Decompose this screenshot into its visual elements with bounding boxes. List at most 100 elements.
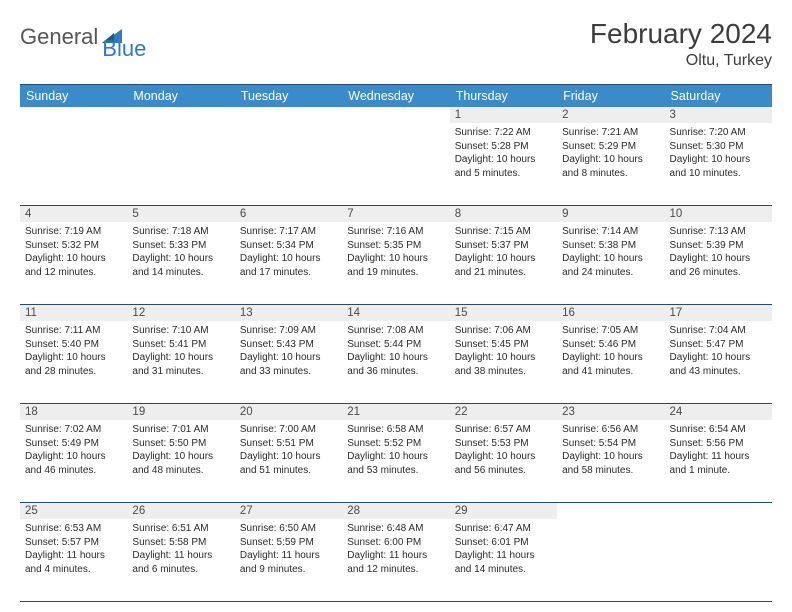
day-cell: Sunrise: 7:21 AMSunset: 5:29 PMDaylight:…: [557, 123, 664, 205]
daylight-text: Daylight: 10 hours and 8 minutes.: [562, 153, 659, 180]
daylight-text: Daylight: 10 hours and 21 minutes.: [455, 252, 552, 279]
daylight-text: Daylight: 10 hours and 14 minutes.: [132, 252, 229, 279]
week-row: Sunrise: 7:19 AMSunset: 5:32 PMDaylight:…: [20, 222, 772, 305]
day-number: [557, 503, 664, 519]
logo-text-gray: General: [20, 24, 98, 50]
daylight-text: Daylight: 10 hours and 56 minutes.: [455, 450, 552, 477]
sunrise-text: Sunrise: 7:16 AM: [347, 225, 444, 239]
sunset-text: Sunset: 5:45 PM: [455, 338, 552, 352]
day-cell: Sunrise: 7:16 AMSunset: 5:35 PMDaylight:…: [342, 222, 449, 304]
sunrise-text: Sunrise: 6:51 AM: [132, 522, 229, 536]
sunrise-text: Sunrise: 6:56 AM: [562, 423, 659, 437]
day-number: 2: [557, 107, 664, 123]
day-cell: Sunrise: 7:18 AMSunset: 5:33 PMDaylight:…: [127, 222, 234, 304]
day-cell: Sunrise: 7:20 AMSunset: 5:30 PMDaylight:…: [665, 123, 772, 205]
day-number: 15: [450, 305, 557, 321]
day-cell: Sunrise: 7:01 AMSunset: 5:50 PMDaylight:…: [127, 420, 234, 502]
day-number: 10: [665, 206, 772, 222]
daylight-text: Daylight: 11 hours and 6 minutes.: [132, 549, 229, 576]
sunrise-text: Sunrise: 7:20 AM: [670, 126, 767, 140]
sunset-text: Sunset: 5:33 PM: [132, 239, 229, 253]
day-number-row: 2526272829: [20, 503, 772, 519]
day-number: 17: [665, 305, 772, 321]
sunrise-text: Sunrise: 7:04 AM: [670, 324, 767, 338]
day-number: 3: [665, 107, 772, 123]
daylight-text: Daylight: 11 hours and 4 minutes.: [25, 549, 122, 576]
daylight-text: Daylight: 10 hours and 19 minutes.: [347, 252, 444, 279]
daylight-text: Daylight: 10 hours and 26 minutes.: [670, 252, 767, 279]
day-number: 22: [450, 404, 557, 420]
day-cell: Sunrise: 6:54 AMSunset: 5:56 PMDaylight:…: [665, 420, 772, 502]
sunset-text: Sunset: 5:30 PM: [670, 140, 767, 154]
day-cell: Sunrise: 6:50 AMSunset: 5:59 PMDaylight:…: [235, 519, 342, 601]
sunrise-text: Sunrise: 7:17 AM: [240, 225, 337, 239]
day-number: 4: [20, 206, 127, 222]
day-number: 16: [557, 305, 664, 321]
sunrise-text: Sunrise: 7:02 AM: [25, 423, 122, 437]
calendar: SundayMondayTuesdayWednesdayThursdayFrid…: [20, 84, 772, 602]
weeks-container: 123Sunrise: 7:22 AMSunset: 5:28 PMDaylig…: [20, 107, 772, 602]
sunrise-text: Sunrise: 7:08 AM: [347, 324, 444, 338]
sunrise-text: Sunrise: 7:10 AM: [132, 324, 229, 338]
daylight-text: Daylight: 10 hours and 12 minutes.: [25, 252, 122, 279]
sunset-text: Sunset: 5:59 PM: [240, 536, 337, 550]
day-number: 8: [450, 206, 557, 222]
day-number-row: 123: [20, 107, 772, 123]
sunset-text: Sunset: 5:50 PM: [132, 437, 229, 451]
sunset-text: Sunset: 5:38 PM: [562, 239, 659, 253]
daylight-text: Daylight: 11 hours and 14 minutes.: [455, 549, 552, 576]
sunrise-text: Sunrise: 7:05 AM: [562, 324, 659, 338]
day-header: Wednesday: [342, 85, 449, 107]
daylight-text: Daylight: 10 hours and 24 minutes.: [562, 252, 659, 279]
sunset-text: Sunset: 5:37 PM: [455, 239, 552, 253]
day-header: Thursday: [450, 85, 557, 107]
day-cell: [20, 123, 127, 205]
day-header: Saturday: [665, 85, 772, 107]
sunset-text: Sunset: 5:58 PM: [132, 536, 229, 550]
sunset-text: Sunset: 5:29 PM: [562, 140, 659, 154]
day-header: Friday: [557, 85, 664, 107]
sunrise-text: Sunrise: 7:11 AM: [25, 324, 122, 338]
daylight-text: Daylight: 10 hours and 28 minutes.: [25, 351, 122, 378]
sunset-text: Sunset: 5:53 PM: [455, 437, 552, 451]
sunrise-text: Sunrise: 7:15 AM: [455, 225, 552, 239]
sunset-text: Sunset: 5:54 PM: [562, 437, 659, 451]
sunrise-text: Sunrise: 7:09 AM: [240, 324, 337, 338]
sunrise-text: Sunrise: 6:48 AM: [347, 522, 444, 536]
day-number: [20, 107, 127, 123]
sunrise-text: Sunrise: 7:13 AM: [670, 225, 767, 239]
day-cell: Sunrise: 7:09 AMSunset: 5:43 PMDaylight:…: [235, 321, 342, 403]
day-number-row: 45678910: [20, 206, 772, 222]
day-cell: Sunrise: 7:05 AMSunset: 5:46 PMDaylight:…: [557, 321, 664, 403]
title-block: February 2024 Oltu, Turkey: [590, 18, 772, 70]
week-row: Sunrise: 7:11 AMSunset: 5:40 PMDaylight:…: [20, 321, 772, 404]
daylight-text: Daylight: 10 hours and 46 minutes.: [25, 450, 122, 477]
sunset-text: Sunset: 5:49 PM: [25, 437, 122, 451]
sunrise-text: Sunrise: 6:57 AM: [455, 423, 552, 437]
day-cell: Sunrise: 7:08 AMSunset: 5:44 PMDaylight:…: [342, 321, 449, 403]
location-label: Oltu, Turkey: [590, 52, 772, 70]
day-number: 20: [235, 404, 342, 420]
day-number: 11: [20, 305, 127, 321]
logo: General Blue: [20, 24, 172, 50]
day-number: 6: [235, 206, 342, 222]
month-title: February 2024: [590, 18, 772, 50]
day-cell: Sunrise: 7:02 AMSunset: 5:49 PMDaylight:…: [20, 420, 127, 502]
day-number: [342, 107, 449, 123]
sunset-text: Sunset: 5:46 PM: [562, 338, 659, 352]
daylight-text: Daylight: 10 hours and 41 minutes.: [562, 351, 659, 378]
sunrise-text: Sunrise: 6:54 AM: [670, 423, 767, 437]
sunrise-text: Sunrise: 7:22 AM: [455, 126, 552, 140]
day-cell: Sunrise: 7:06 AMSunset: 5:45 PMDaylight:…: [450, 321, 557, 403]
day-number: [235, 107, 342, 123]
sunrise-text: Sunrise: 6:50 AM: [240, 522, 337, 536]
sunset-text: Sunset: 5:34 PM: [240, 239, 337, 253]
sunset-text: Sunset: 5:44 PM: [347, 338, 444, 352]
week-row: Sunrise: 6:53 AMSunset: 5:57 PMDaylight:…: [20, 519, 772, 602]
page-header: General Blue February 2024 Oltu, Turkey: [20, 18, 772, 70]
sunset-text: Sunset: 5:39 PM: [670, 239, 767, 253]
daylight-text: Daylight: 10 hours and 31 minutes.: [132, 351, 229, 378]
day-number: 29: [450, 503, 557, 519]
day-cell: Sunrise: 6:57 AMSunset: 5:53 PMDaylight:…: [450, 420, 557, 502]
sunset-text: Sunset: 5:32 PM: [25, 239, 122, 253]
